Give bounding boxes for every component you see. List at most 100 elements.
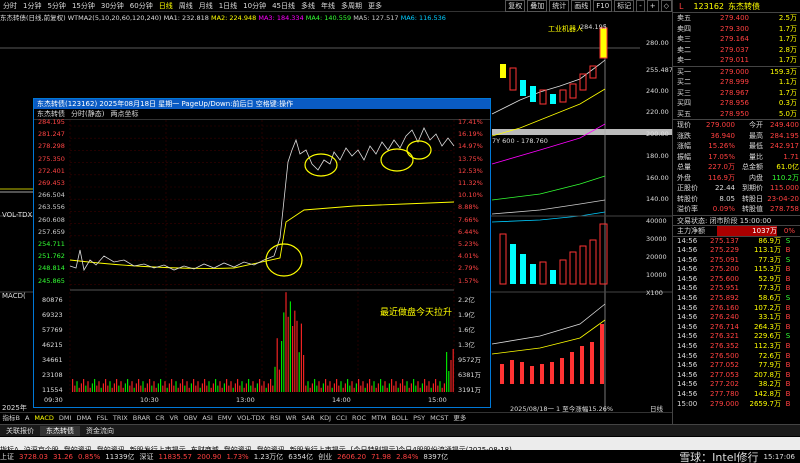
tick-row[interactable]: 14:56 276.321 229.6万 S — [673, 332, 800, 342]
tick-row[interactable]: 14:56 276.240 33.1万 B — [673, 313, 800, 323]
bottom-tab[interactable]: 东杰转债 — [40, 425, 80, 436]
vol-bar — [91, 383, 93, 392]
period-tab[interactable]: 30分钟 — [100, 1, 124, 10]
popup-tab-name[interactable]: 东杰转债 — [37, 110, 65, 118]
period-tab[interactable]: 多周期 — [341, 1, 363, 10]
tick-row[interactable]: 14:56 275.229 113.1万 B — [673, 246, 800, 256]
period-tab[interactable]: 分时 — [3, 1, 17, 10]
tool-button[interactable]: 标记 — [614, 0, 635, 12]
indicator-tab[interactable]: FSL — [96, 413, 108, 422]
period-tab[interactable]: 1分钟 — [23, 1, 42, 10]
tick-price: 276.160 — [710, 303, 739, 312]
buy-orders: 买一 279.000 159.3万 买二 278.999 1.1万 买三 278.967 1.7… — [673, 67, 800, 120]
order-row[interactable]: 卖四 279.300 1.7万 — [673, 24, 800, 35]
period-tab[interactable]: 1日线 — [218, 1, 238, 10]
tick-row[interactable]: 14:56 276.352 112.3万 B — [673, 342, 800, 352]
period-tab[interactable]: 周线 — [178, 1, 193, 10]
indicator-tab[interactable]: MCST — [430, 413, 449, 422]
period-tab[interactable]: 年线 — [321, 1, 336, 10]
tick-row[interactable]: 14:56 275.600 52.9万 B — [673, 275, 800, 285]
period-tab[interactable]: 5分钟 — [47, 1, 66, 10]
tick-row[interactable]: 14:56 275.892 58.6万 S — [673, 294, 800, 304]
tick-volume: 58.6万 — [758, 294, 781, 303]
indicator-tab[interactable]: 更多 — [453, 413, 467, 422]
bottom-tab[interactable]: 关联报价 — [6, 426, 34, 435]
candle — [509, 67, 517, 91]
tick-row[interactable]: 14:56 276.714 264.3万 B — [673, 323, 800, 333]
indicator-tab[interactable]: TRIX — [112, 413, 128, 422]
tick-price: 276.500 — [710, 351, 739, 360]
indicator-tab[interactable]: SAR — [301, 413, 315, 422]
tick-row[interactable]: 15:00 279.000 2659.7万 B — [673, 400, 800, 410]
period-tab[interactable]: 10分钟 — [243, 1, 267, 10]
tool-button[interactable]: 统计 — [549, 0, 570, 12]
indicator-tab[interactable]: WR — [285, 413, 297, 422]
indicator-tab[interactable]: MTM — [371, 413, 387, 422]
tool-button[interactable]: ◇ — [660, 0, 672, 12]
period-tab[interactable]: 更多 — [368, 1, 383, 10]
intraday-chart[interactable] — [34, 120, 490, 407]
intraday-popup[interactable]: 东杰转债(123162) 2025年08月18日 星期一 PageUp/Down… — [33, 98, 491, 408]
indicator-tab[interactable]: BRAR — [132, 413, 151, 422]
tick-row[interactable]: 14:56 277.052 77.9万 B — [673, 361, 800, 371]
indicator-tab[interactable]: OBV — [183, 413, 198, 422]
indicator-tab[interactable]: ROC — [352, 413, 367, 422]
indicator-tab[interactable]: DMA — [76, 413, 92, 422]
indicator-tab[interactable]: MACD — [34, 413, 54, 422]
period-tab[interactable]: 15分钟 — [71, 1, 95, 10]
indicator-tab[interactable]: BOLL — [391, 413, 409, 422]
order-row[interactable]: 买一 279.000 159.3万 — [673, 67, 800, 78]
indicator-tab[interactable]: A — [24, 413, 30, 422]
tool-button[interactable]: + — [646, 0, 659, 12]
indicator-tab[interactable]: KDJ — [319, 413, 332, 422]
period-tab[interactable]: 日线 — [158, 1, 173, 10]
tick-row[interactable]: 14:56 277.202 38.2万 B — [673, 380, 800, 390]
order-row[interactable]: 买五 278.950 5.0万 — [673, 109, 800, 120]
order-volume: 1.7万 — [778, 88, 797, 97]
order-row[interactable]: 卖二 279.037 2.8万 — [673, 45, 800, 56]
tool-button[interactable]: 复权 — [505, 0, 526, 12]
indicator-tab[interactable]: VOL-TDX — [236, 413, 266, 422]
period-tab[interactable]: 月线 — [198, 1, 213, 10]
order-row[interactable]: 买四 278.956 0.3万 — [673, 98, 800, 109]
popup-tab-both[interactable]: 两点坐标 — [110, 110, 139, 118]
tick-row[interactable]: 14:56 276.500 72.6万 B — [673, 352, 800, 362]
tick-row[interactable]: 14:56 275.200 115.3万 B — [673, 265, 800, 275]
popup-tab-mode[interactable]: 分时(静态) — [71, 110, 105, 118]
tool-button[interactable]: 画线 — [571, 0, 592, 12]
tool-button[interactable]: 叠加 — [527, 0, 548, 12]
vol-bar — [254, 387, 256, 392]
period-tab[interactable]: 多线 — [301, 1, 316, 10]
bottom-tab[interactable]: 资金流向 — [86, 426, 114, 435]
indicator-tab[interactable]: EMV — [217, 413, 232, 422]
tick-row[interactable]: 14:56 276.160 107.2万 B — [673, 304, 800, 314]
tool-button[interactable]: - — [636, 0, 645, 12]
order-row[interactable]: 卖三 279.164 1.7万 — [673, 34, 800, 45]
indicator-tab[interactable]: CR — [155, 413, 165, 422]
tick-row[interactable]: 14:56 275.091 77.3万 S — [673, 256, 800, 266]
main-kline-chart[interactable] — [0, 24, 672, 412]
order-row[interactable]: 卖五 279.400 2.5万 — [673, 13, 800, 24]
indicator-tab[interactable]: RSI — [270, 413, 281, 422]
vol-bar — [311, 383, 313, 392]
period-tab[interactable]: 60分钟 — [129, 1, 153, 10]
indicator-tab[interactable]: DMI — [58, 413, 72, 422]
tick-row[interactable]: 14:56 275.137 86.9万 S — [673, 237, 800, 247]
tick-row[interactable]: 14:56 277.780 142.8万 B — [673, 390, 800, 400]
tick-row[interactable]: 14:56 275.951 77.3万 B — [673, 284, 800, 294]
indicator-tab[interactable]: VR — [169, 413, 179, 422]
indicator-tab[interactable]: ASI — [202, 413, 213, 422]
period-tab[interactable]: 45日线 — [272, 1, 296, 10]
tick-row[interactable]: 14:56 277.053 207.8万 B — [673, 371, 800, 381]
indicator-tab[interactable]: 指标B — [2, 413, 20, 422]
tick-list[interactable]: 14:56 275.137 86.9万 S 14:56 275.229 113.1万 B 14:… — [673, 237, 800, 410]
order-row[interactable]: 卖一 279.011 1.7万 — [673, 55, 800, 66]
order-row[interactable]: 买二 278.999 1.1万 — [673, 77, 800, 88]
order-row[interactable]: 买三 278.967 1.7万 — [673, 88, 800, 99]
vol-bar — [111, 387, 113, 392]
indicator-tab[interactable]: PSY — [413, 413, 426, 422]
indicator-tab[interactable]: CCI — [336, 413, 348, 422]
ma5-line — [491, 199, 606, 215]
popup-title[interactable]: 东杰转债(123162) 2025年08月18日 星期一 PageUp/Down… — [34, 99, 490, 109]
tool-button[interactable]: F10 — [593, 0, 613, 12]
